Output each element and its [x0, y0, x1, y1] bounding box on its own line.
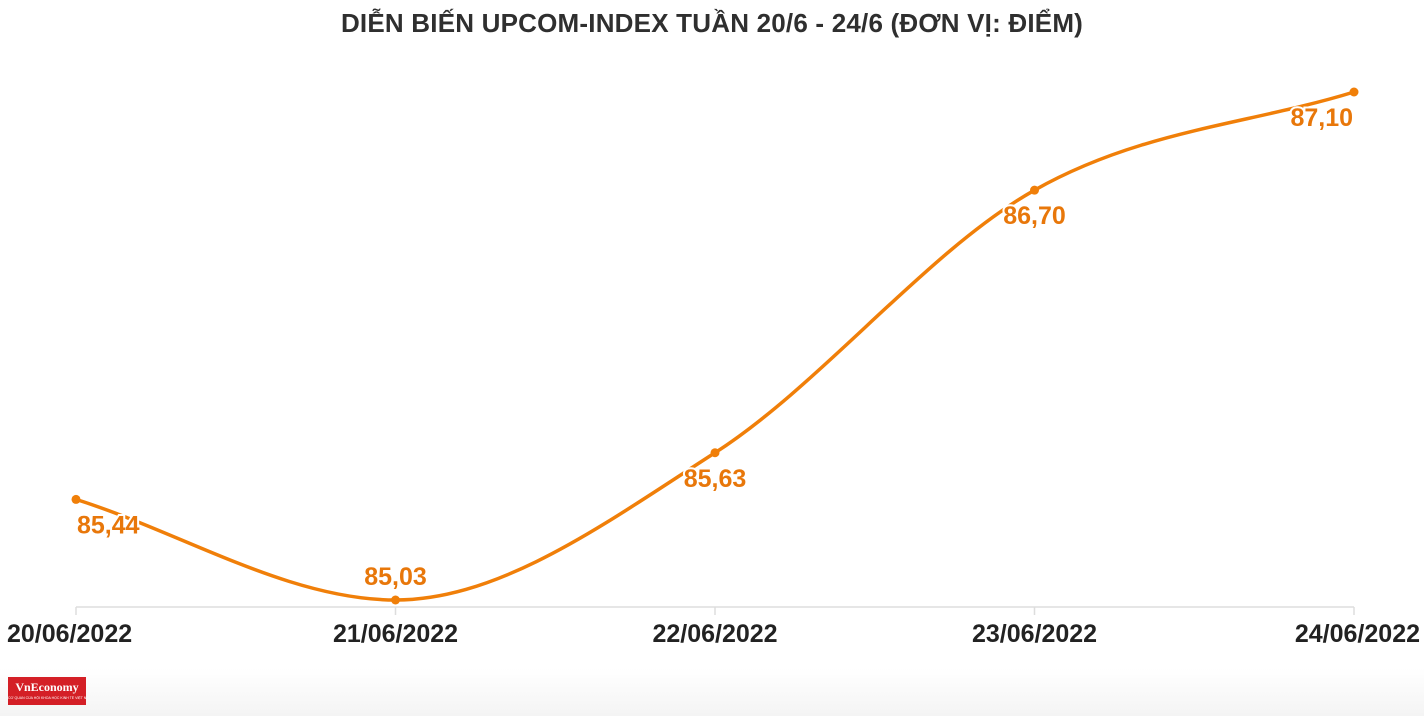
data-label: 87,10	[1290, 104, 1353, 132]
vneconomy-logo: VnEconomy CƠ QUAN CỦA HỘI KHOA HỌC KINH …	[8, 677, 86, 705]
x-tick-label: 21/06/2022	[333, 620, 458, 648]
data-label: 85,03	[364, 563, 427, 591]
x-tick-label: 20/06/2022	[7, 620, 132, 648]
data-point	[1030, 185, 1039, 195]
data-point	[391, 595, 400, 605]
footer-band	[0, 668, 1424, 716]
x-tick-label: 24/06/2022	[1295, 620, 1420, 648]
data-point	[710, 448, 720, 458]
x-tick-label: 22/06/2022	[652, 620, 777, 648]
x-tick-label: 23/06/2022	[972, 620, 1097, 648]
chart-title: DIỄN BIẾN UPCOM-INDEX TUẦN 20/6 - 24/6 (…	[340, 8, 1084, 38]
line-chart: 85,44 85,03 85,63 86,70 87,10 20/06/2022 21/0…	[7, 87, 1420, 648]
x-axis-ticks	[75, 607, 1355, 615]
data-point	[71, 494, 81, 504]
series-line	[74, 90, 1356, 602]
data-points	[71, 87, 1359, 605]
data-label: 86,70	[1003, 202, 1066, 230]
data-labels: 85,44 85,03 85,63 86,70 87,10	[75, 102, 1355, 593]
logo-name: VnEconomy	[15, 680, 79, 694]
data-point	[1349, 87, 1359, 97]
x-tick-labels: 20/06/2022 21/06/2022 22/06/2022 23/06/2022…	[7, 620, 1420, 648]
logo-tagline: CƠ QUAN CỦA HỘI KHOA HỌC KINH TẾ VIỆT NA…	[8, 696, 86, 700]
data-label: 85,63	[684, 465, 747, 493]
data-label: 85,44	[77, 511, 140, 539]
